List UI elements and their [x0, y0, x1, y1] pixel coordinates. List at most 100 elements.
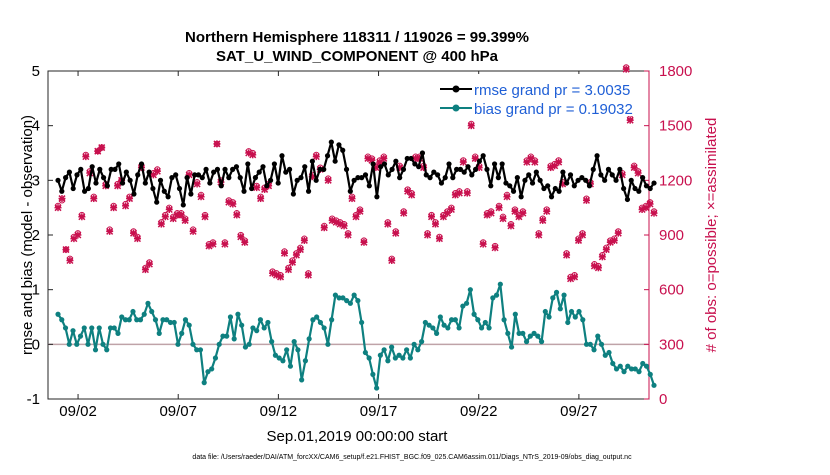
bias-point [385, 358, 391, 364]
rmse-point [302, 164, 308, 170]
bias-point [250, 325, 256, 331]
x-tick-label: 09/07 [159, 403, 197, 420]
rmse-point [93, 180, 99, 186]
bias-point [448, 317, 455, 323]
bias-point [441, 322, 447, 328]
legend-rmse-marker [452, 85, 460, 93]
chart-title-line2: SAT_U_WIND_COMPONENT @ 400 hPa [216, 48, 499, 65]
obs-possible-point [74, 230, 81, 237]
bias-point [486, 325, 492, 331]
rmse-point [123, 169, 129, 175]
obs-possible-point [571, 271, 578, 279]
bias-point [314, 314, 320, 320]
bias-point [205, 369, 211, 375]
obs-possible-point [54, 202, 62, 209]
bias-point [538, 339, 545, 345]
obs-possible-point [563, 250, 570, 257]
bias-point [647, 371, 653, 377]
bias-point [227, 314, 234, 320]
obs-possible-point [650, 208, 658, 215]
x-tick-label: 09/12 [260, 403, 298, 420]
obs-possible-point [182, 215, 189, 222]
rmse-point [180, 202, 186, 208]
bias-point [355, 298, 361, 304]
bias-point [224, 333, 230, 339]
obs-assimilated-point [539, 216, 547, 224]
rmse-point [66, 169, 73, 175]
obs-possible-point [146, 259, 153, 266]
bias-point [632, 366, 638, 372]
obs-possible-point [511, 206, 519, 213]
obs-possible-point [408, 189, 415, 197]
rmse-point [495, 175, 501, 181]
rmse-point [55, 177, 61, 183]
bias-point [291, 339, 297, 345]
bias-point [239, 322, 245, 328]
bias-point [490, 295, 496, 301]
bias-point [70, 328, 76, 334]
rmse-point [416, 164, 422, 170]
bias-point [478, 325, 485, 331]
obs-possible-point [444, 208, 451, 215]
rmse-point [328, 139, 334, 145]
bias-point [190, 341, 196, 347]
rmse-point [522, 177, 528, 183]
y-right-tick-label: 1500 [659, 118, 692, 135]
obs-possible-point [472, 153, 479, 160]
rmse-point [203, 166, 209, 172]
bias-point [317, 319, 324, 326]
rmse-point [294, 177, 300, 183]
bias-point [276, 355, 282, 361]
rmse-point [488, 183, 494, 189]
rmse-point [378, 164, 384, 170]
rmse-point [241, 188, 247, 194]
x-tick-label: 09/17 [360, 403, 398, 420]
bias-point [535, 333, 541, 339]
obs-possible-point [126, 193, 133, 200]
bias-point [81, 325, 87, 331]
obs-possible-point [98, 144, 105, 151]
bias-point [130, 308, 136, 315]
obs-possible-point [325, 175, 332, 182]
obs-possible-point [106, 226, 113, 233]
rmse-point [389, 166, 395, 172]
obs-possible-point [305, 270, 312, 277]
rmse-point [461, 169, 467, 175]
rmse-point [138, 161, 145, 167]
bias-point [437, 314, 443, 320]
obs-possible-point [527, 153, 534, 160]
rmse-point [214, 166, 221, 172]
obs-possible-point [615, 228, 622, 235]
rmse-point [450, 175, 456, 181]
obs-possible-point [348, 193, 356, 200]
bias-point [512, 311, 518, 317]
rmse-point [309, 158, 315, 164]
bias-point [422, 319, 428, 326]
rmse-point [85, 185, 91, 192]
bias-point [167, 319, 174, 326]
rmse-point [321, 166, 327, 172]
chart-title-line1: Northern Hemisphere 118311 / 119026 = 99… [185, 29, 529, 46]
rmse-point [347, 188, 353, 194]
obs-possible-point [603, 244, 610, 251]
bias-point [523, 339, 530, 345]
obs-possible-point [178, 210, 185, 217]
obs-possible-point [162, 211, 169, 219]
rmse-point [317, 166, 323, 172]
obs-possible-point [197, 191, 205, 199]
bias-point [591, 347, 597, 353]
bias-point [557, 306, 563, 312]
rmse-point [510, 188, 517, 194]
obs-possible-point [221, 239, 228, 246]
bias-point [201, 380, 207, 386]
rmse-point [503, 180, 509, 186]
bias-point [321, 325, 327, 331]
y-right-tick-label: 1200 [659, 172, 692, 189]
rmse-point [408, 155, 414, 162]
bias-point [411, 341, 417, 347]
obs-possible-point [412, 153, 419, 160]
rmse-point [230, 166, 236, 172]
bias-point [640, 360, 646, 367]
rmse-point [279, 153, 285, 159]
